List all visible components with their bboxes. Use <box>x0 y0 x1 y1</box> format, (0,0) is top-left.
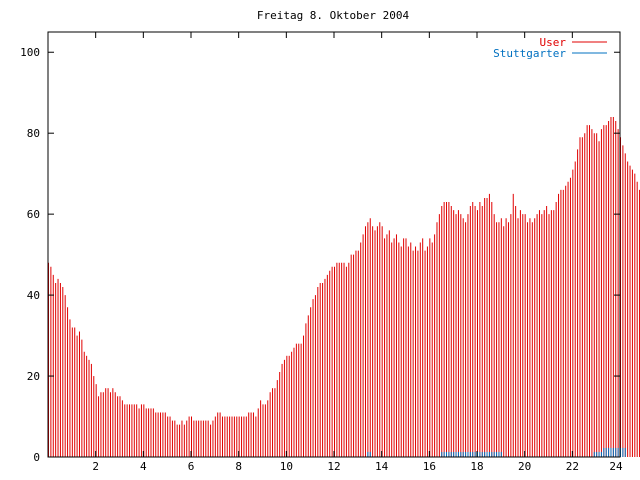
x-tick-label: 20 <box>518 460 531 473</box>
x-tick-label: 6 <box>188 460 195 473</box>
x-tick-label: 22 <box>566 460 579 473</box>
y-tick-label: 80 <box>27 127 40 140</box>
legend: User Stuttgarter <box>493 36 607 60</box>
x-tick-label: 14 <box>375 460 389 473</box>
x-tick-label: 12 <box>327 460 340 473</box>
x-tick-label: 18 <box>470 460 483 473</box>
y-tick-label: 0 <box>33 451 40 464</box>
x-tick-label: 24 <box>609 460 623 473</box>
bars-group <box>48 117 640 457</box>
x-axis: 2 4 6 8 10 12 14 16 18 20 22 24 <box>92 32 623 473</box>
y-tick-label: 100 <box>20 46 40 59</box>
legend-label-stuttgarter: Stuttgarter <box>493 47 566 60</box>
x-tick-label: 8 <box>235 460 242 473</box>
y-tick-label: 60 <box>27 208 40 221</box>
legend-label-user: User <box>540 36 567 49</box>
x-tick-label: 4 <box>140 460 147 473</box>
x-tick-label: 16 <box>423 460 436 473</box>
chart-title: Freitag 8. Oktober 2004 <box>257 9 410 22</box>
x-tick-label: 2 <box>92 460 99 473</box>
y-axis: 0 20 40 60 80 100 <box>20 46 620 464</box>
y-tick-label: 20 <box>27 370 40 383</box>
x-tick-label: 10 <box>280 460 293 473</box>
y-tick-label: 40 <box>27 289 40 302</box>
